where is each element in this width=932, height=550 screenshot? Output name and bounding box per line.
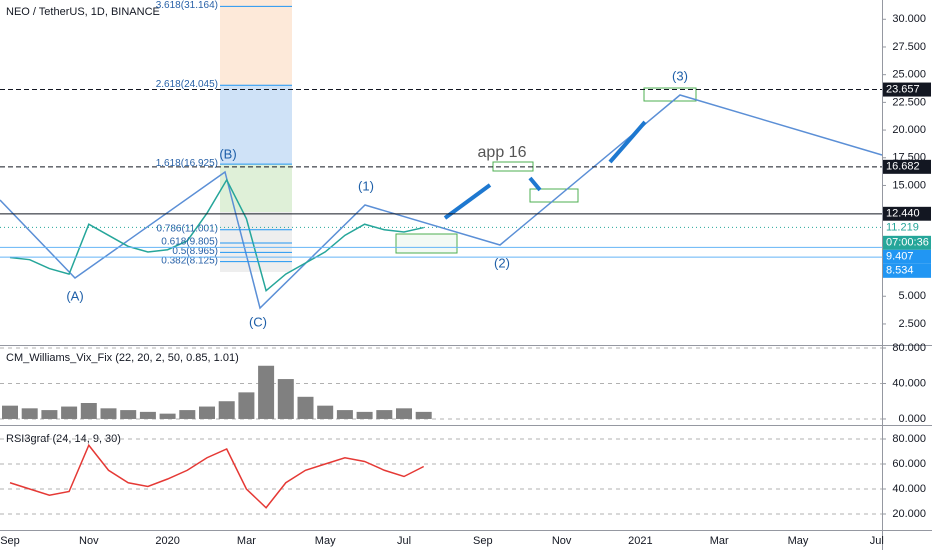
bar [376, 410, 393, 419]
price-label: 12.440 [886, 208, 920, 220]
countdown: 07:00:36 [886, 237, 929, 249]
wave-label: (2) [494, 255, 510, 270]
y-tick-label: 60.000 [892, 458, 926, 470]
bar [80, 403, 97, 419]
y-tick-label: 40.000 [892, 483, 926, 495]
fib-label: 0.5(8.965) [172, 246, 218, 257]
target-boxes [395, 87, 697, 254]
header: NEO / TetherUS, 1D, BINANCE [6, 6, 160, 18]
bar [297, 396, 314, 419]
price-label-box [883, 206, 931, 221]
bar [415, 411, 432, 419]
bar [396, 408, 412, 419]
y-tick-label: 25.000 [892, 69, 926, 81]
indicator-title: RSI3graf (24, 14, 9, 30) [6, 433, 121, 445]
bar [159, 413, 176, 419]
bar [258, 365, 275, 419]
x-tick-label: 2020 [155, 535, 179, 547]
bar [218, 401, 235, 419]
x-tick-label: Jul [397, 535, 411, 547]
fib-zone [220, 85, 292, 164]
x-tick-label: 2021 [628, 535, 652, 547]
indicator-title: CM_Williams_Vix_Fix (22, 20, 2, 50, 0.85… [6, 352, 239, 364]
bar [356, 411, 373, 419]
arrow [528, 176, 542, 192]
y-tick-label: 80.000 [892, 433, 926, 445]
price-label-box [883, 263, 931, 278]
bar [21, 408, 38, 419]
wave-label: (3) [672, 68, 688, 83]
fib-label: 1.618(16.925) [156, 158, 218, 169]
x-tick-label: Sep [0, 535, 20, 547]
wave-path [0, 94, 883, 310]
x-tick-label: May [788, 535, 809, 547]
arrows [443, 120, 647, 220]
fib-zones [220, 0, 292, 272]
wave-label: (B) [219, 146, 236, 161]
bar [100, 408, 117, 419]
bar [277, 379, 294, 419]
note: app 16 [478, 144, 527, 161]
bar [2, 405, 18, 419]
bar [336, 410, 353, 419]
price-label-box [883, 82, 931, 97]
target-box [395, 233, 458, 254]
arrow [443, 183, 492, 220]
price-label: 16.682 [886, 161, 920, 173]
bar [61, 406, 78, 419]
y-tick-label: 5.000 [898, 290, 926, 302]
price-label: 8.534 [886, 265, 914, 277]
x-tick-label: May [315, 535, 336, 547]
target-box [643, 87, 697, 102]
y-tick-label: 2.500 [898, 318, 926, 330]
fib-label: 0.786(11.001) [156, 223, 218, 234]
fib-label: 0.618(9.805) [161, 237, 218, 248]
y-tick-label: 0.000 [898, 413, 926, 425]
x-tick-label: Sep [473, 535, 493, 547]
y-tick-label: 22.500 [892, 96, 926, 108]
price-label-box [883, 220, 931, 235]
fib-label: 0.382(8.125) [161, 255, 218, 266]
wave-label: (1) [358, 178, 374, 193]
bar [41, 410, 58, 419]
bar [317, 405, 334, 419]
y-tick-label: 40.000 [892, 377, 926, 389]
fib-zone [220, 0, 292, 85]
wave-label: (A) [66, 288, 83, 303]
y-tick-label: 15.000 [892, 179, 926, 191]
series-line [9, 443, 425, 509]
bar [179, 410, 196, 419]
x-tick-label: Mar [710, 535, 729, 547]
y-tick-label: 30.000 [892, 13, 926, 25]
bar [139, 411, 156, 419]
y-tick-label: 20.000 [892, 124, 926, 136]
arrow [608, 120, 647, 164]
y-tick-label: 20.000 [892, 508, 926, 520]
fib-label: 3.618(31.164) [156, 0, 218, 11]
fib-label: 2.618(24.045) [156, 79, 218, 90]
fib-zone [220, 212, 292, 272]
bar [238, 392, 255, 419]
x-tick-label: Nov [79, 535, 99, 547]
price-label: 23.657 [886, 83, 920, 95]
bar [120, 410, 137, 419]
y-tick-label: 80.000 [892, 342, 926, 354]
wave-label: (C) [249, 314, 267, 329]
x-tick-label: Jul [870, 535, 884, 547]
price-label: 9.407 [886, 251, 914, 263]
price-label-box [883, 249, 931, 264]
x-tick-label: Mar [237, 535, 256, 547]
bar [199, 406, 215, 419]
target-box [529, 188, 579, 203]
y-tick-label: 27.500 [892, 41, 926, 53]
countdown-box [883, 235, 931, 250]
price-label-box [883, 159, 931, 174]
price-label: 11.219 [886, 222, 919, 234]
x-tick-label: Nov [552, 535, 572, 547]
series-line [9, 178, 424, 293]
fib-zone [220, 164, 292, 212]
